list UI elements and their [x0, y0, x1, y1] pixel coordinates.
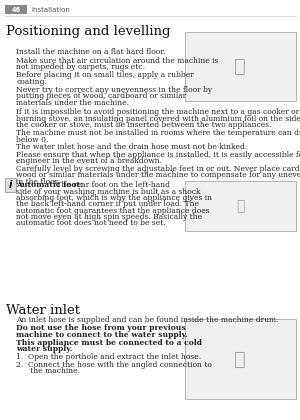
Text: The machine must not be installed in rooms where the temperature can drop: The machine must not be installed in roo…	[16, 129, 300, 137]
Text: Do not use the hose from your previous: Do not use the hose from your previous	[16, 324, 186, 332]
FancyBboxPatch shape	[184, 181, 296, 231]
Text: coating.: coating.	[16, 78, 47, 86]
Text: Automatic foot:: Automatic foot:	[16, 181, 83, 189]
Text: water supply.: water supply.	[16, 345, 73, 353]
Text: 1.  Open the porthole and extract the inlet hose.: 1. Open the porthole and extract the inl…	[16, 353, 202, 361]
Text: Please ensure that when the appliance is installed, it is easily accessible for : Please ensure that when the appliance is…	[16, 151, 300, 159]
Text: The water inlet hose and the drain hose must not be kinked.: The water inlet hose and the drain hose …	[16, 143, 248, 151]
Text: If it is impossible to avoid positioning the machine next to a gas cooker or coa: If it is impossible to avoid positioning…	[16, 108, 300, 116]
Text: burning stove, an insulating panel covered with aluminium foil on the side facin: burning stove, an insulating panel cover…	[16, 115, 300, 123]
FancyBboxPatch shape	[184, 319, 296, 399]
Text: Carefully level by screwing the adjustable feet in or out. Never place cardboard: Carefully level by screwing the adjustab…	[16, 165, 300, 173]
Text: in the floor.: in the floor.	[16, 178, 60, 186]
Text: automatic foot guarantees that the appliance does: automatic foot guarantees that the appli…	[16, 207, 210, 215]
Text: An inlet hose is supplied and can be found inside the machine drum.: An inlet hose is supplied and can be fou…	[16, 316, 279, 324]
Text: 2.  Connect the hose with the angled connection to: 2. Connect the hose with the angled conn…	[16, 361, 212, 369]
Text: 🖼: 🖼	[234, 349, 246, 369]
Text: wood or similar materials under the machine to compensate for any unevenness: wood or similar materials under the mach…	[16, 171, 300, 179]
Text: Make sure that air circulation around the machine is: Make sure that air circulation around th…	[16, 57, 219, 65]
Text: absorbing foot, which is why the appliance gives in: absorbing foot, which is why the applian…	[16, 194, 212, 202]
Text: Water inlet: Water inlet	[6, 304, 80, 318]
Text: machine to connect to the water supply.: machine to connect to the water supply.	[16, 331, 188, 339]
Text: the back left-hand corner if put under load. The: the back left-hand corner if put under l…	[16, 200, 200, 208]
Text: The rear foot on the left-hand: The rear foot on the left-hand	[54, 181, 170, 189]
Text: Install the machine on a flat hard floor.: Install the machine on a flat hard floor…	[16, 48, 166, 56]
Text: Installation: Installation	[32, 7, 70, 13]
Text: below 0.: below 0.	[16, 136, 49, 144]
Text: Before placing it on small tiles, apply a rubber: Before placing it on small tiles, apply …	[16, 71, 194, 79]
Text: This appliance must be connected to a cold: This appliance must be connected to a co…	[16, 339, 202, 346]
Text: automatic foot does not need to be set.: automatic foot does not need to be set.	[16, 219, 166, 227]
Text: the machine.: the machine.	[16, 367, 80, 375]
FancyBboxPatch shape	[5, 178, 16, 192]
Text: 🖼: 🖼	[234, 57, 246, 76]
Text: the cooker or stove, must be inserted between the two appliances.: the cooker or stove, must be inserted be…	[16, 121, 272, 129]
FancyBboxPatch shape	[5, 5, 27, 14]
Text: Never try to correct any unevenness in the floor by: Never try to correct any unevenness in t…	[16, 86, 213, 94]
FancyBboxPatch shape	[184, 32, 296, 101]
Text: 46: 46	[12, 7, 21, 13]
Text: not move even at high spin speeds. Basically the: not move even at high spin speeds. Basic…	[16, 213, 202, 221]
Text: not impeded by carpets, rugs etc.: not impeded by carpets, rugs etc.	[16, 63, 146, 71]
Text: materials under the machine.: materials under the machine.	[16, 99, 130, 107]
Text: i: i	[9, 180, 12, 190]
Text: putting pieces of wood, cardboard or similar: putting pieces of wood, cardboard or sim…	[16, 92, 187, 100]
Text: side of your washing machine is built as a shock: side of your washing machine is built as…	[16, 188, 201, 196]
Text: 🖼: 🖼	[236, 199, 244, 213]
Text: Positioning and levelling: Positioning and levelling	[6, 25, 170, 38]
Text: engineer in the event of a breakdown.: engineer in the event of a breakdown.	[16, 157, 163, 165]
